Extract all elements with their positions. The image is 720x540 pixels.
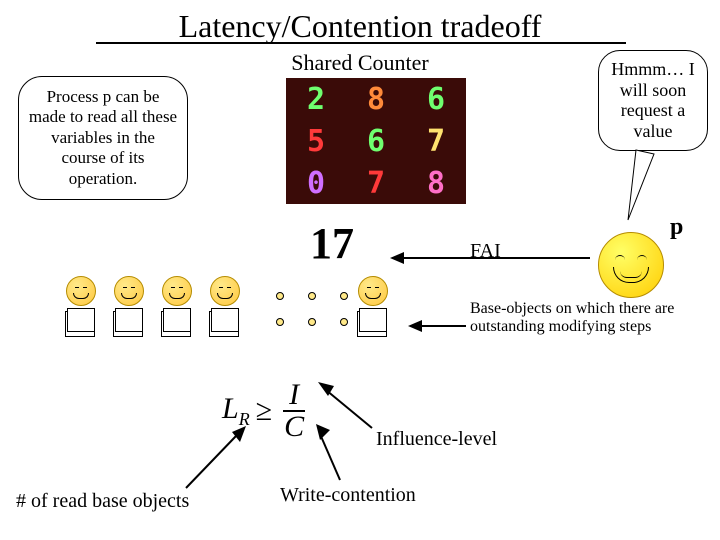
base-object-icon: [359, 308, 387, 332]
digit-cell: 7: [406, 120, 466, 162]
base-objects-text: Base-objects on which there are outstand…: [470, 300, 700, 337]
ellipsis-dots: [270, 286, 354, 332]
digit-cell: 2: [286, 78, 346, 120]
digit-cell: 6: [346, 120, 406, 162]
digit-cell: 0: [286, 162, 346, 204]
process-p-label: p: [670, 214, 683, 241]
right-callout: Hmmm… I will soon request a value: [598, 50, 708, 151]
formula-R-sub: R: [239, 409, 250, 429]
digit-board: 2 8 6 5 6 7 0 7 8: [286, 78, 466, 204]
face-icon: [66, 276, 96, 306]
formula-L: L: [222, 392, 239, 425]
lr-label: # of read base objects: [16, 490, 189, 513]
face-icon: [358, 276, 388, 306]
process-item: [162, 276, 192, 332]
counter-value: 17: [310, 218, 354, 269]
digit-cell: 8: [406, 162, 466, 204]
write-contention-arrow: [320, 430, 370, 490]
process-item: [210, 276, 240, 332]
process-item: [114, 276, 144, 332]
digit-cell: 8: [346, 78, 406, 120]
fraction-denominator: C: [278, 412, 310, 442]
digit-cell: 5: [286, 120, 346, 162]
left-callout: Process p can be made to read all these …: [18, 76, 188, 200]
face-icon: [210, 276, 240, 306]
process-item: [66, 276, 96, 332]
base-objects-arrow: [408, 316, 468, 336]
face-icon: [114, 276, 144, 306]
title-underline: [96, 42, 626, 44]
influence-label: Influence-level: [376, 428, 497, 451]
face-icon: [162, 276, 192, 306]
smiley-face-icon: [598, 232, 664, 298]
lr-arrow: [180, 432, 250, 502]
process-row: [66, 276, 240, 332]
fai-label: FAI: [470, 240, 501, 263]
digit-cell: 7: [346, 162, 406, 204]
slide-title: Latency/Contention tradeoff: [0, 8, 720, 45]
right-callout-tail: [636, 150, 676, 210]
base-object-icon: [67, 308, 95, 332]
write-contention-label: Write-contention: [280, 484, 416, 507]
ge-sign: ≥: [256, 394, 272, 428]
base-object-icon: [211, 308, 239, 332]
base-object-icon: [163, 308, 191, 332]
base-object-icon: [115, 308, 143, 332]
fraction-numerator: I: [283, 380, 305, 412]
process-item: [358, 276, 388, 332]
fraction: I C: [278, 380, 310, 442]
digit-cell: 6: [406, 78, 466, 120]
